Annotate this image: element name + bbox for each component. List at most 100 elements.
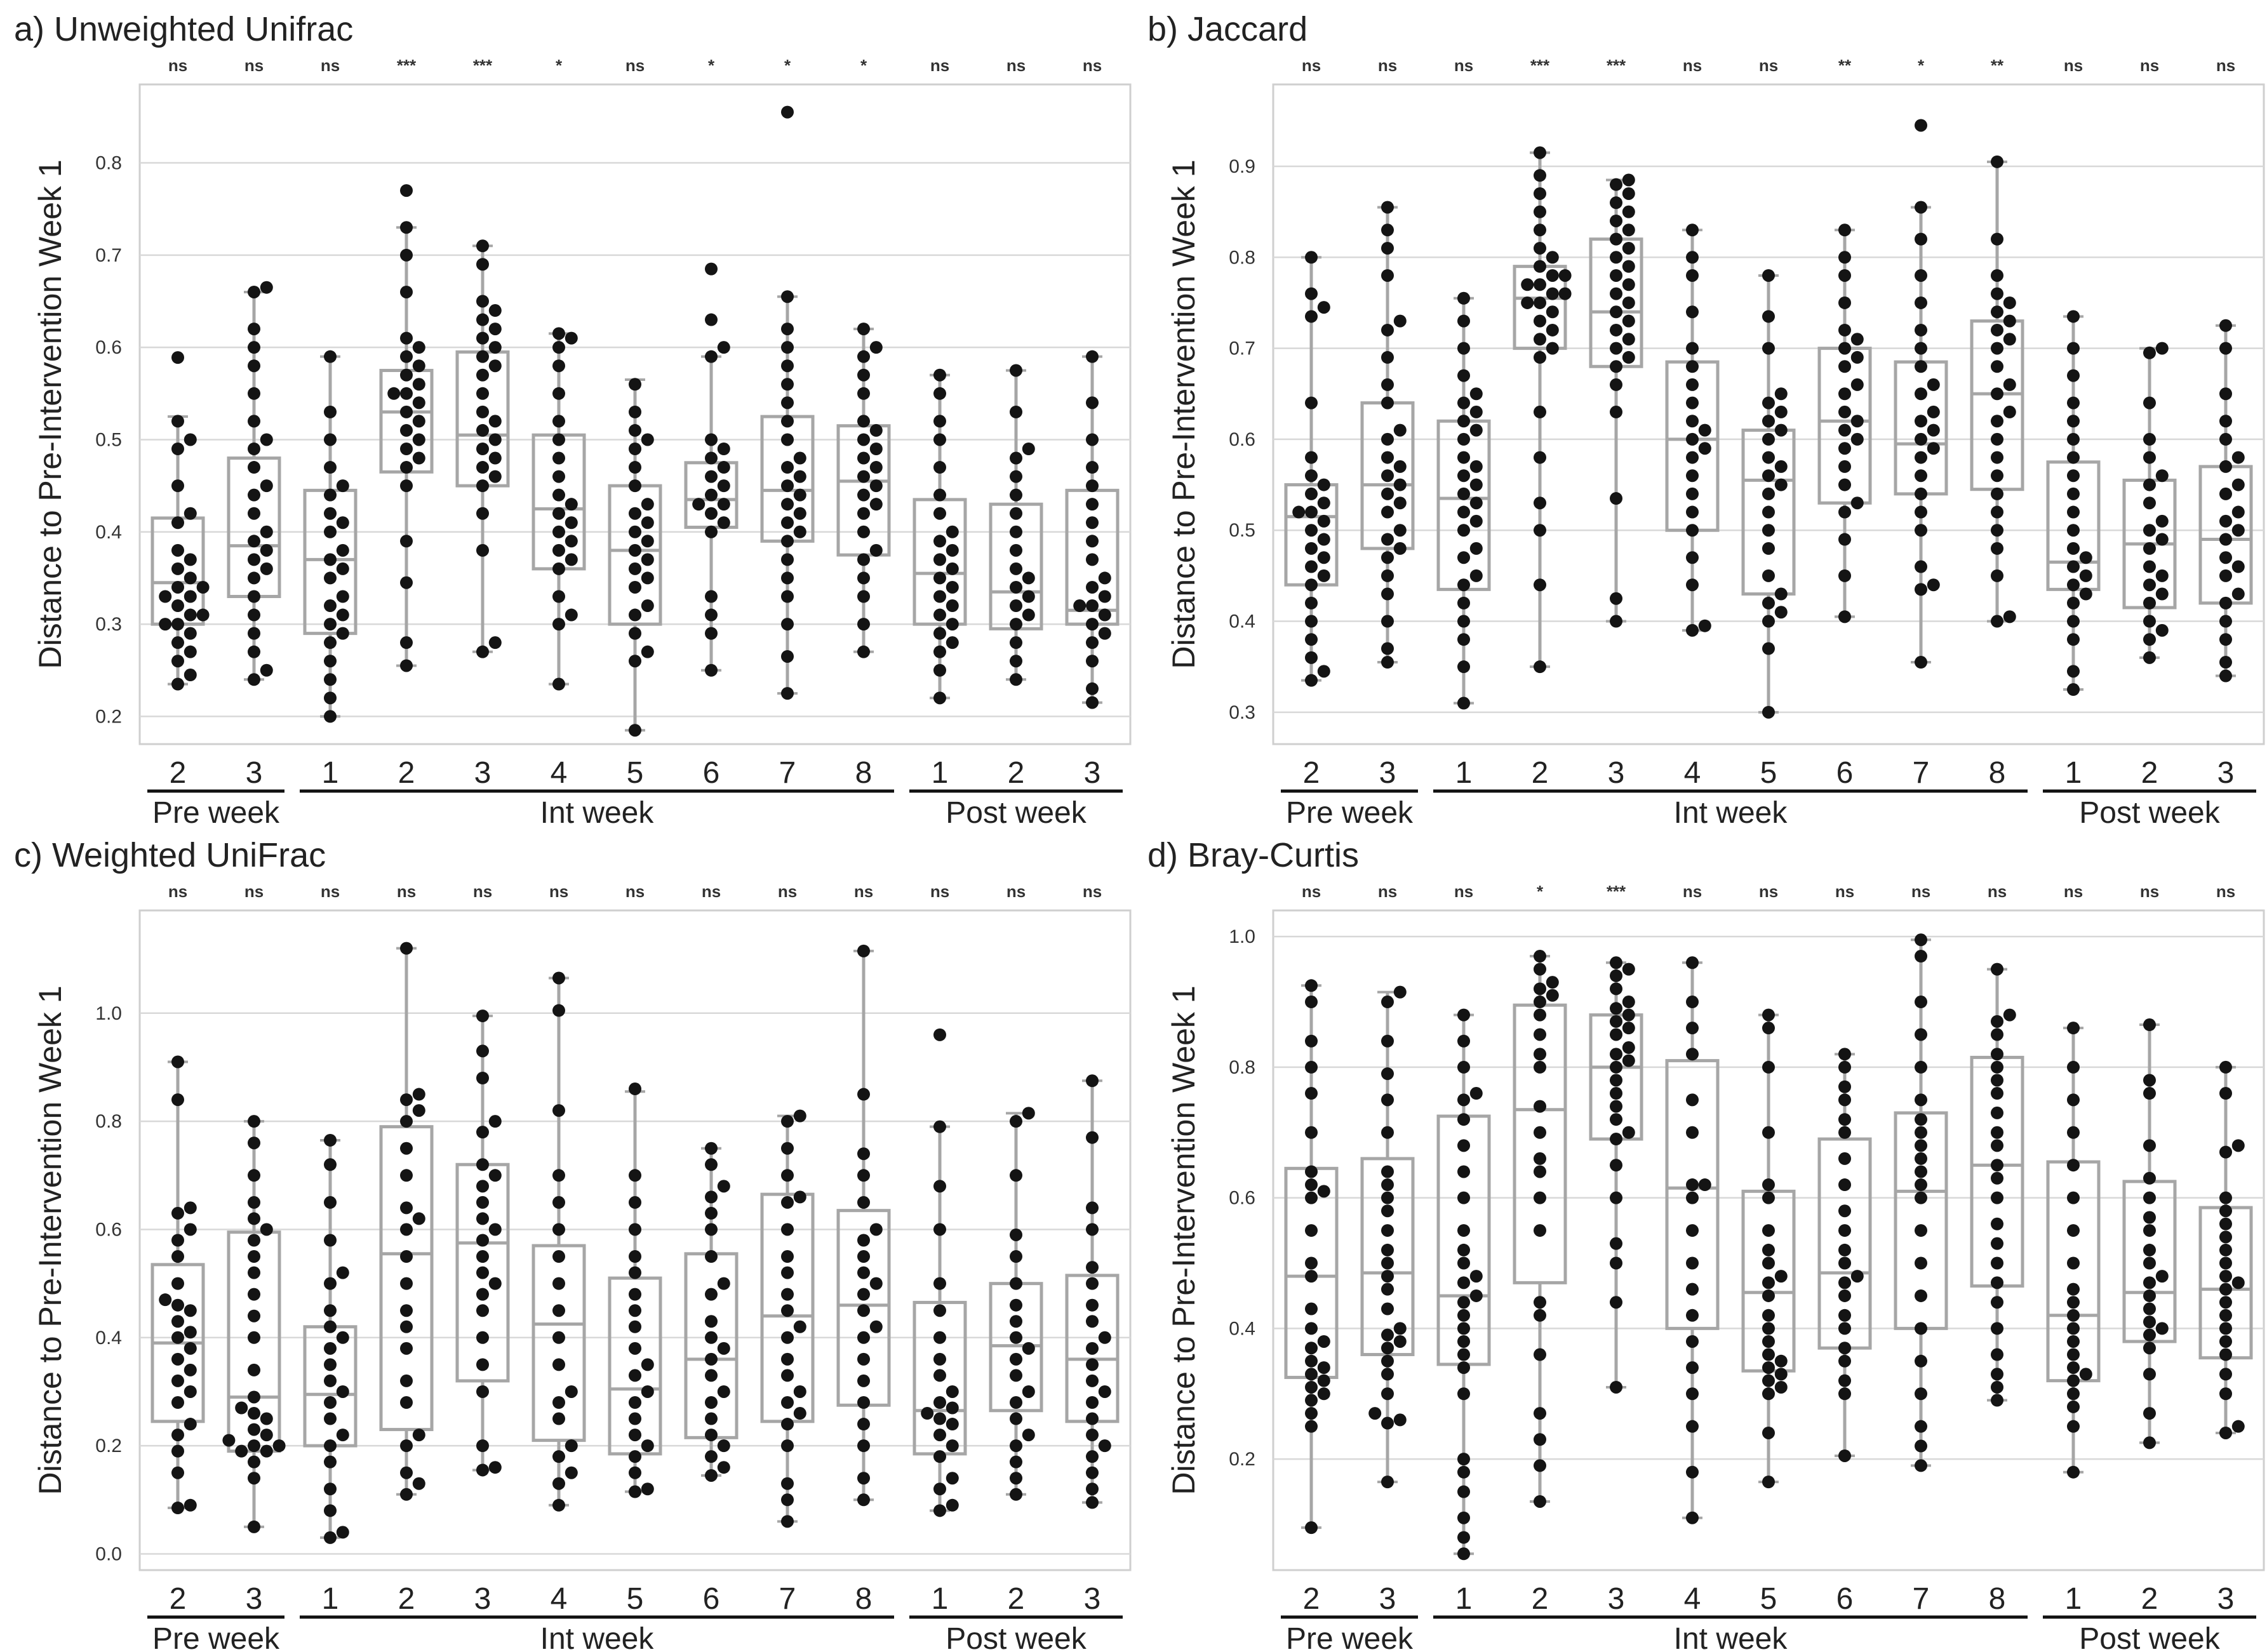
data-point [1762,269,1775,282]
data-point [1317,301,1330,314]
data-point [2219,460,2232,473]
data-point [933,433,946,446]
data-point [1762,505,1775,519]
data-point [1317,496,1330,510]
data-point [1610,405,1622,418]
x-tick-label: 3 [474,1582,492,1616]
data-point [1457,487,1470,500]
x-tick-label: 2 [1532,1582,1549,1616]
data-point [1534,187,1546,200]
data-point [793,525,806,538]
data-point [196,608,210,622]
data-point [629,1320,641,1333]
data-point [1086,1482,1099,1496]
data-point [2219,1296,2232,1309]
data-point [412,1477,425,1490]
data-point [1086,655,1099,668]
data-point [857,488,870,502]
data-point [1010,405,1022,418]
data-point [1457,505,1470,519]
data-point [2067,683,2080,696]
data-point [946,636,959,649]
data-point [1305,251,1318,264]
data-point [552,359,565,373]
data-point [2143,524,2156,537]
data-point [248,1390,260,1404]
group-label: Post week [946,1622,1087,1652]
data-point [2067,1282,2080,1296]
data-point [400,405,413,418]
data-point [1774,1270,1788,1283]
data-point [336,1331,349,1344]
data-point [248,1169,260,1182]
data-point [1457,1348,1470,1361]
data-point [1457,596,1470,610]
data-point [248,1212,260,1225]
data-point [2067,1256,2080,1270]
data-point [705,1190,718,1204]
data-point [1762,1008,1775,1022]
chart-title: b) Jaccard [1147,10,1307,48]
data-point [2219,669,2232,683]
data-point [1838,360,1851,373]
x-tick-label: 1 [2065,756,2082,790]
data-point [1457,342,1470,355]
data-point [565,331,578,345]
data-point [1086,580,1099,594]
data-point [476,1439,489,1453]
data-point [387,387,401,400]
data-point [1991,1237,2003,1250]
data-point [1381,223,1394,237]
data-point [793,470,806,483]
data-point [1622,278,1635,291]
data-point [324,1358,337,1371]
box [1513,1003,1567,1284]
data-point [933,1412,946,1425]
data-point [1622,1041,1635,1055]
data-point [488,415,502,428]
data-point [1305,287,1318,300]
data-point [476,507,489,520]
data-point [781,649,794,663]
data-point [1381,1224,1394,1237]
data-point [1774,478,1788,491]
panel-bray-curtis: d) Bray-Curtis Distance to Pre-Interventi… [1134,826,2267,1652]
data-point [1305,1256,1318,1270]
data-point [476,543,489,557]
data-point [2143,1436,2156,1449]
data-point [552,1477,565,1490]
data-point [1010,1455,1022,1469]
data-point [1010,673,1022,686]
data-point [324,1396,337,1409]
data-point [857,1472,870,1485]
data-point [2231,478,2245,491]
significance-label: ns [397,882,416,901]
data-point [1534,963,1546,976]
data-point [1381,551,1394,564]
data-point [412,1429,425,1442]
data-point [1686,1256,1699,1270]
significance-label: ns [2216,882,2235,901]
data-point [641,535,654,548]
data-point [171,562,184,575]
data-point [1010,655,1022,668]
x-tick-label: 3 [1608,1582,1625,1616]
data-point [1991,1074,2003,1087]
data-point [857,451,870,465]
data-point [476,1463,489,1477]
data-point [1086,636,1099,649]
data-point [1010,525,1022,538]
data-point [2143,1256,2156,1270]
data-point [2067,1387,2080,1401]
data-point [476,1331,489,1344]
data-point [1686,1022,1699,1035]
data-point [1622,223,1635,237]
data-point [1915,119,1927,132]
data-point [629,378,641,391]
data-point [248,608,260,622]
data-point [400,248,413,262]
data-point [1915,432,1927,446]
data-point [2067,342,2080,355]
data-point [171,599,184,613]
data-point [1915,342,1927,355]
